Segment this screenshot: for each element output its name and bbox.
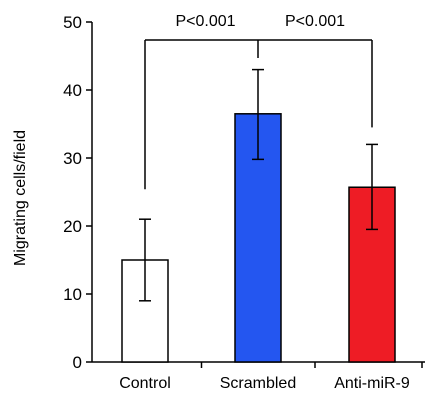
- y-tick-label: 0: [73, 353, 82, 372]
- y-tick-label: 30: [63, 149, 82, 168]
- p-value-label: P<0.001: [285, 13, 345, 30]
- significance-group: P<0.001 P<0.001: [144, 13, 373, 190]
- x-category-label: Scrambled: [220, 375, 296, 392]
- y-tick-label: 40: [63, 81, 82, 100]
- bar-control: [121, 259, 169, 363]
- y-axis-title: Migrating cells/field: [12, 130, 29, 266]
- y-tick-label: 20: [63, 217, 82, 236]
- axes-group: 0 10 20 30 40 50 Control Scrambled Anti-miR-9: [63, 13, 425, 392]
- y-tick-label: 10: [63, 285, 82, 304]
- p-value-label: P<0.001: [175, 13, 235, 30]
- x-category-label: Control: [119, 375, 171, 392]
- y-tick-label: 50: [63, 13, 82, 32]
- error-bars-group: [139, 68, 378, 302]
- x-category-label: Anti-miR-9: [334, 375, 410, 392]
